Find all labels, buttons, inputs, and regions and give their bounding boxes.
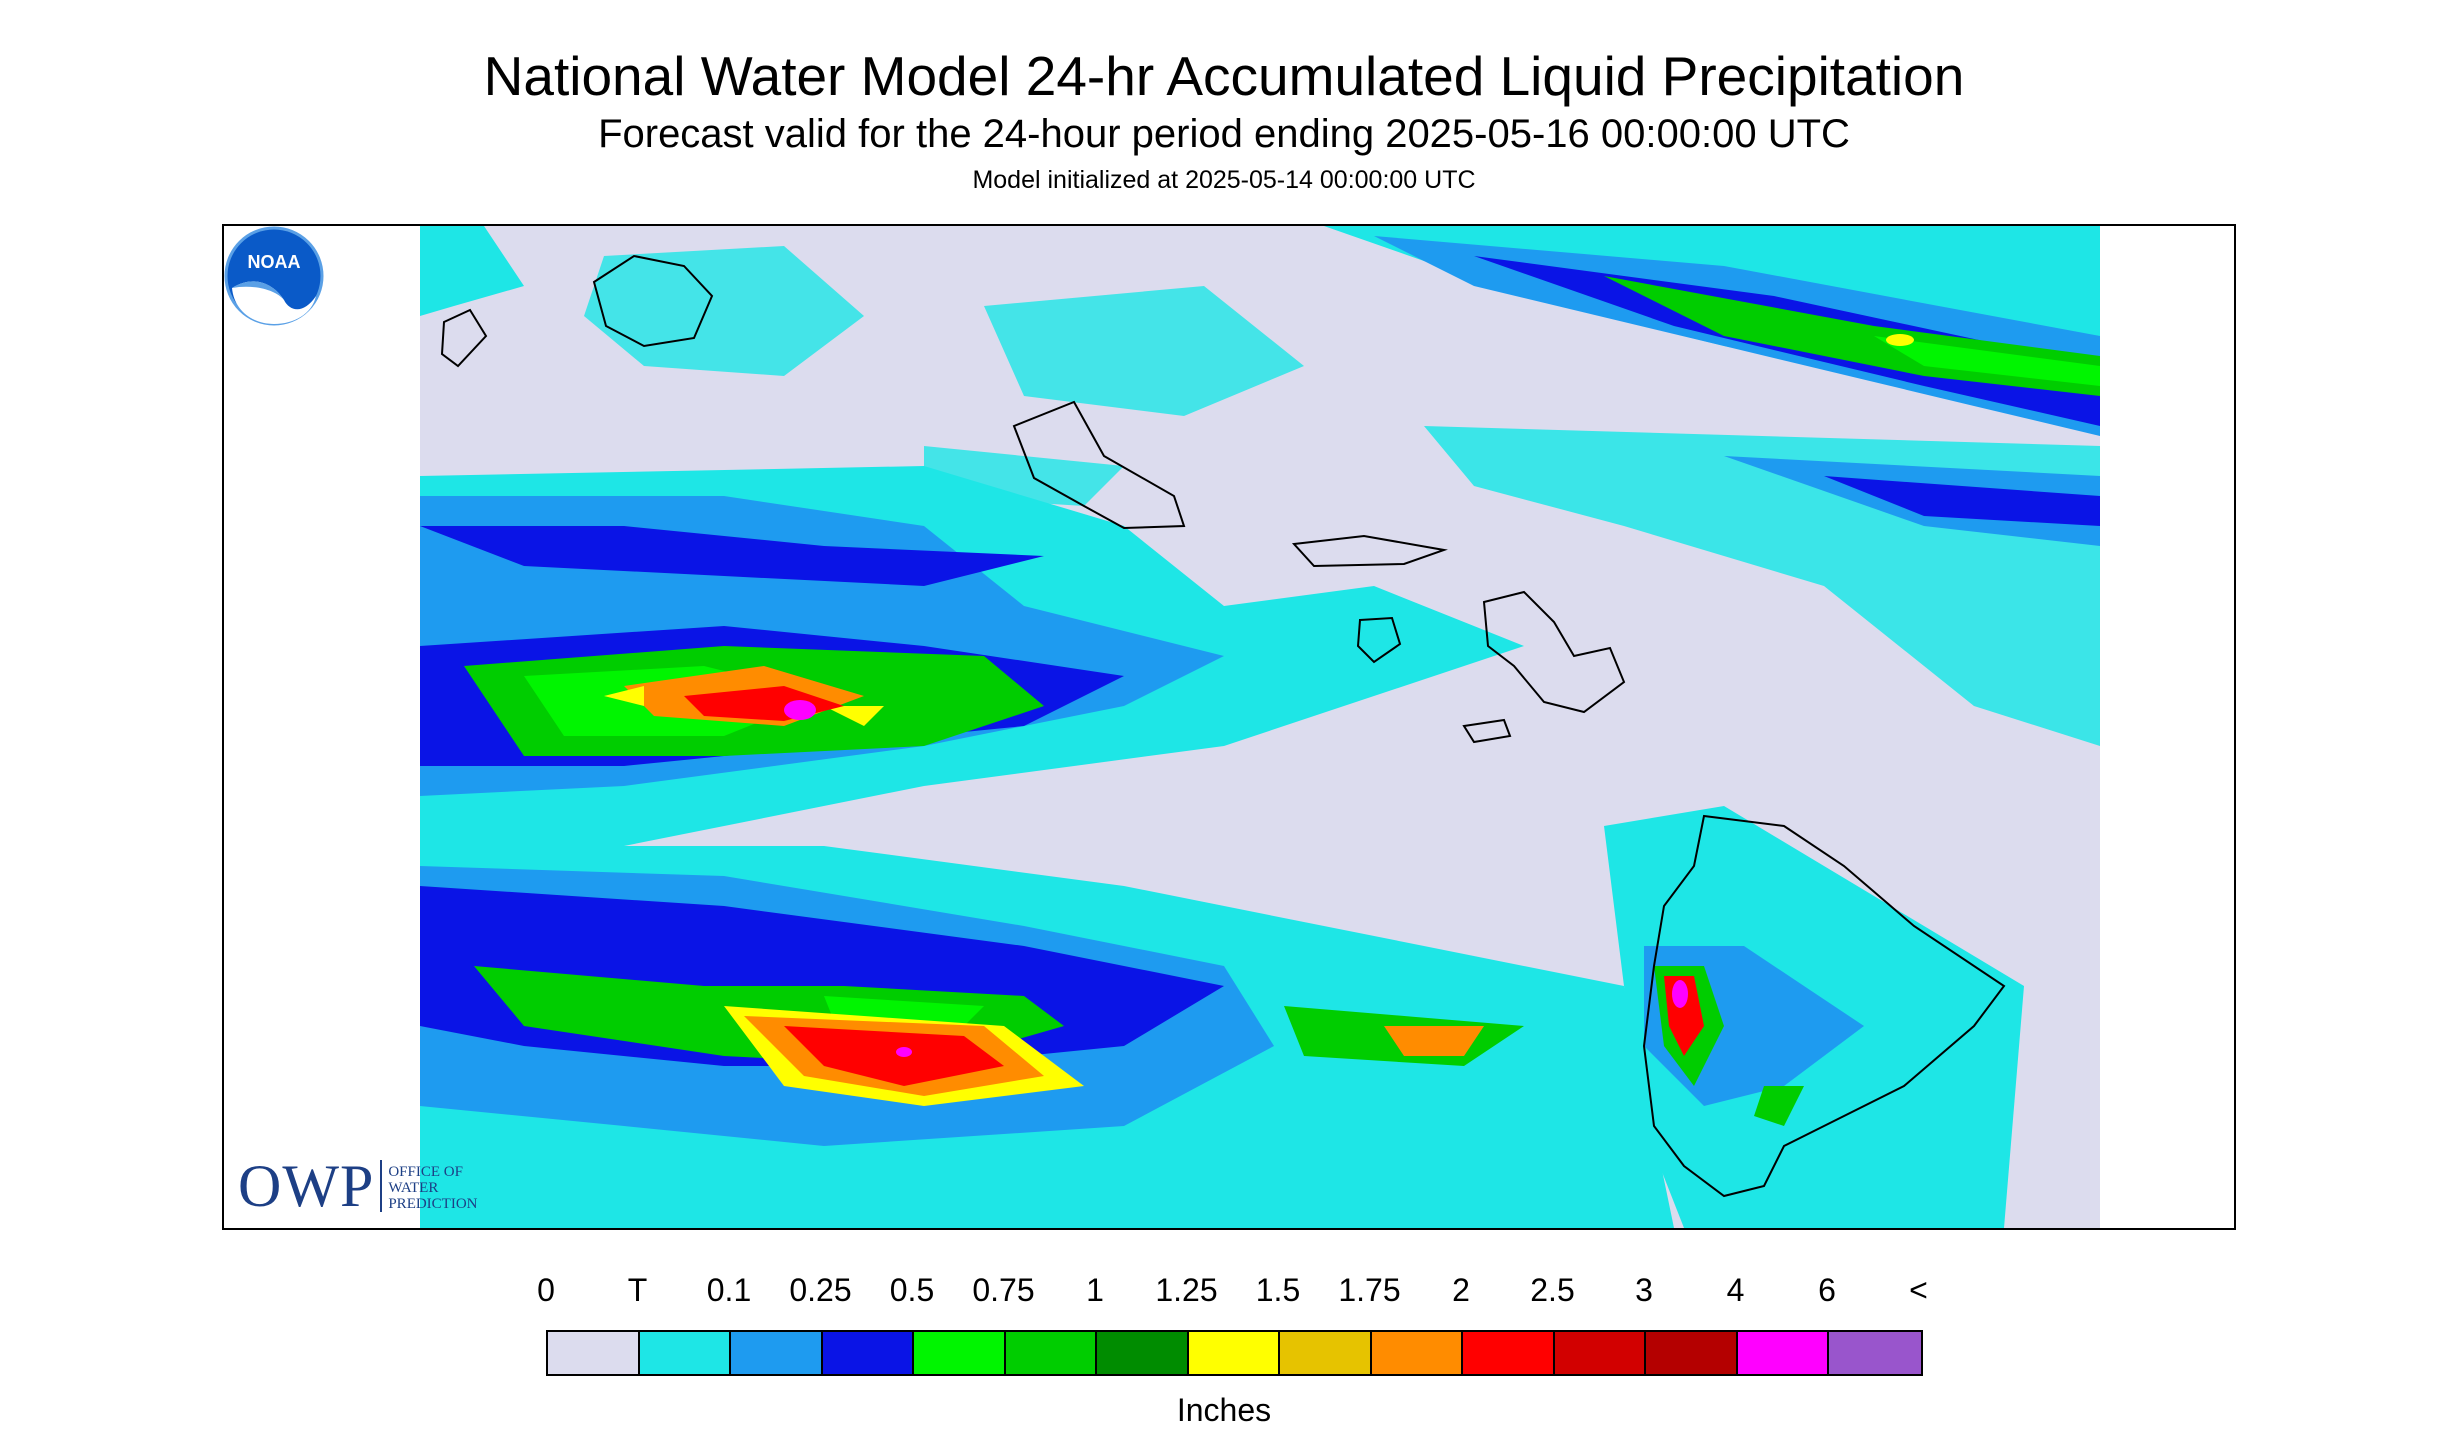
legend-units: Inches <box>1176 1392 1272 1428</box>
legend-swatch <box>1646 1332 1738 1374</box>
lanai-outline <box>1356 616 1402 664</box>
precip-band-north-cyan <box>420 226 524 316</box>
legend-tick-label: 0 <box>537 1272 555 1308</box>
precip-band-south-green <box>474 966 1524 1066</box>
legend-swatch <box>1188 1332 1280 1374</box>
legend-tick-label: 0.1 <box>706 1272 752 1308</box>
legend-swatch <box>731 1332 823 1374</box>
legend-tick-label: 0.25 <box>789 1272 852 1308</box>
legend-tick-label: 0.75 <box>972 1272 1035 1308</box>
legend-tick-label: 4 <box>1726 1272 1745 1308</box>
legend-color-bar <box>546 1330 1923 1376</box>
map-title: National Water Model 24-hr Accumulated L… <box>483 45 1965 107</box>
noaa-logo-icon: NOAA <box>224 226 324 326</box>
precip-magenta-spot-south <box>896 1047 912 1057</box>
precip-band-east-darkblue <box>1824 476 2100 526</box>
noaa-logo-text: NOAA <box>248 252 301 272</box>
legend-tick-label: 2 <box>1452 1272 1470 1308</box>
molokai-outline <box>1291 534 1448 568</box>
legend-swatch <box>548 1332 640 1374</box>
legend-swatch <box>914 1332 1006 1374</box>
kahoolawe-outline <box>1462 718 1512 744</box>
precip-band-northeast-lightgreen <box>1874 336 2100 386</box>
legend-tick-label: 2.5 <box>1530 1272 1575 1308</box>
legend-swatch <box>1737 1332 1829 1374</box>
legend-tick-label: 0.5 <box>889 1272 935 1308</box>
legend-tick-label: 1.5 <box>1255 1272 1301 1308</box>
legend-tick-label: 6 <box>1818 1272 1836 1308</box>
legend-tick-label: < <box>1909 1272 1928 1308</box>
hawaii-outline <box>1642 814 2006 1198</box>
oahu-outline <box>1012 400 1186 530</box>
legend-swatch <box>1371 1332 1463 1374</box>
owp-logo: OWP OFFICE OF WATER PREDICTION <box>238 1156 478 1216</box>
legend-labels: 0 T 0.1 0.25 0.5 0.75 1 1.25 1.5 1.75 2 2.5 3 4 6 < <box>0 1272 2448 1312</box>
kauai-outline <box>592 254 714 348</box>
legend-tick-label: 3 <box>1635 1272 1653 1308</box>
legend-swatch <box>1463 1332 1555 1374</box>
precip-yellow-spot-ne <box>1886 334 1914 346</box>
owp-logo-subtext: OFFICE OF WATER PREDICTION <box>388 1164 477 1212</box>
maui-outline <box>1482 590 1626 714</box>
precipitation-map: OWP OFFICE OF WATER PREDICTION NOAA <box>222 224 2236 1230</box>
legend-swatch <box>1554 1332 1646 1374</box>
precipitation-field <box>420 226 2100 1228</box>
island-outlines <box>440 254 2006 1198</box>
legend-tick-label: 1.75 <box>1338 1272 1401 1308</box>
legend-swatch <box>1280 1332 1372 1374</box>
legend-swatch <box>1829 1332 1921 1374</box>
precip-patches-north-cyan <box>584 246 1304 506</box>
owp-subtext-line: WATER <box>388 1180 439 1196</box>
legend-swatch <box>1005 1332 1097 1374</box>
precip-band-south-red <box>784 1026 1004 1086</box>
owp-subtext-line: PREDICTION <box>388 1196 478 1212</box>
model-init-text: Model initialized at 2025-05-14 00:00:00… <box>972 166 1476 194</box>
legend-tick-label: 1 <box>1086 1272 1104 1308</box>
owp-subtext-line: OFFICE OF <box>388 1164 463 1180</box>
owp-logo-text: OWP <box>238 1153 375 1219</box>
legend-tick-label: T <box>627 1272 648 1308</box>
legend-tick-label: 1.25 <box>1155 1272 1218 1308</box>
legend-swatch <box>1097 1332 1189 1374</box>
legend-swatch <box>822 1332 914 1374</box>
legend-swatch <box>639 1332 731 1374</box>
niihau-outline <box>440 308 488 368</box>
map-subtitle: Forecast valid for the 24-hour period en… <box>598 112 1850 156</box>
precip-magenta-spot-west <box>784 700 816 720</box>
precip-magenta-spot-bigisland <box>1672 980 1688 1008</box>
owp-logo-divider <box>380 1160 383 1212</box>
